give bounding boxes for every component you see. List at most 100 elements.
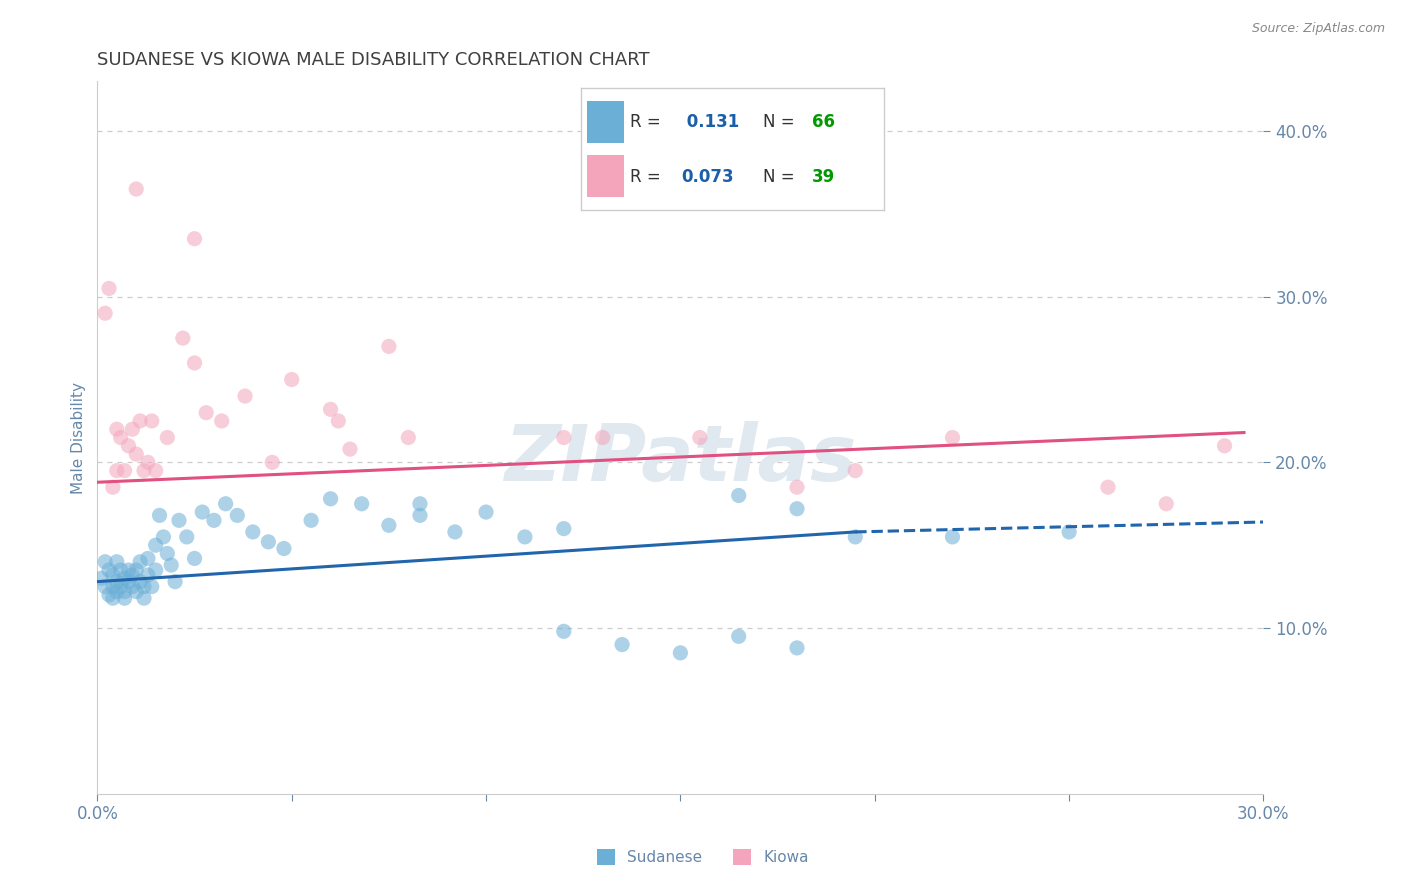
Point [114,464,136,478]
Point [117,439,139,453]
Point [145,464,167,478]
Legend: Sudanese, Kiowa: Sudanese, Kiowa [591,843,815,871]
Text: SUDANESE VS KIOWA MALE DISABILITY CORRELATION CHART: SUDANESE VS KIOWA MALE DISABILITY CORREL… [97,51,650,69]
Point [378,339,401,353]
Point [444,524,467,539]
Point [941,530,963,544]
Point [183,551,205,566]
Point [117,574,139,589]
Point [156,430,179,444]
Point [129,574,152,589]
Point [350,497,373,511]
Point [101,580,124,594]
Point [156,546,179,560]
Point [176,530,198,544]
Point [160,558,183,572]
Point [105,555,128,569]
Point [94,306,117,320]
Point [786,480,808,494]
Point [132,464,155,478]
Point [114,584,136,599]
Point [396,430,419,444]
Point [110,430,132,444]
Point [319,491,342,506]
Point [191,505,214,519]
Point [110,563,132,577]
Point [105,464,128,478]
Point [98,563,121,577]
Point [121,422,143,436]
Point [689,430,711,444]
Point [553,430,575,444]
Point [1097,480,1119,494]
Point [141,414,163,428]
Point [195,406,218,420]
Point [242,524,264,539]
Point [125,563,148,577]
Point [101,591,124,606]
Point [141,580,163,594]
Point [1213,439,1236,453]
Point [105,422,128,436]
Point [339,442,361,456]
Point [132,580,155,594]
Point [114,571,136,585]
Point [136,568,159,582]
Point [273,541,295,556]
Point [1057,524,1080,539]
Point [844,530,866,544]
Point [136,455,159,469]
Point [328,414,350,428]
Point [167,513,190,527]
Point [553,624,575,639]
Point [233,389,256,403]
Point [172,331,194,345]
Point [129,555,152,569]
Point [202,513,225,527]
Point [262,455,284,469]
Point [121,568,143,582]
Point [475,505,498,519]
Point [105,584,128,599]
Point [94,580,117,594]
Point [110,580,132,594]
Point [257,534,280,549]
Point [129,414,152,428]
Point [183,356,205,370]
Y-axis label: Male Disability: Male Disability [72,382,86,493]
Point [125,182,148,196]
Point [786,501,808,516]
Point [125,447,148,461]
Point [121,580,143,594]
Point [145,538,167,552]
Point [214,497,236,511]
Point [409,508,432,523]
Point [727,629,749,643]
Point [592,430,614,444]
Point [114,591,136,606]
Point [1154,497,1177,511]
Point [94,555,117,569]
Point [98,281,121,295]
Point [409,497,432,511]
Point [152,530,174,544]
Text: ZIPatlas: ZIPatlas [505,421,856,497]
Point [145,563,167,577]
Point [941,430,963,444]
Point [117,563,139,577]
Point [299,513,322,527]
Point [132,591,155,606]
Point [280,372,302,386]
Point [610,638,633,652]
Point [553,522,575,536]
Point [727,488,749,502]
Point [669,646,692,660]
Point [513,530,536,544]
Point [378,518,401,533]
Point [844,464,866,478]
Point [105,574,128,589]
Point [148,508,170,523]
Point [319,402,342,417]
Point [125,584,148,599]
Point [101,568,124,582]
